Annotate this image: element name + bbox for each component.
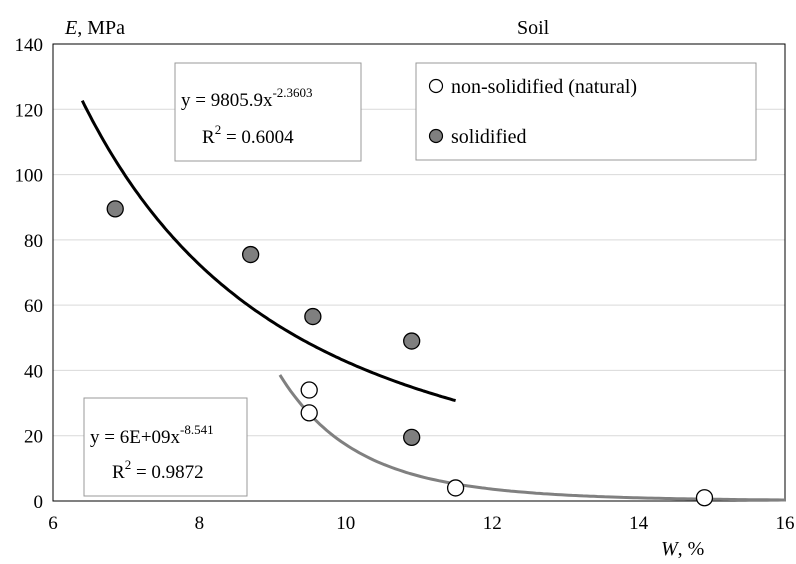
data-point-natural	[448, 480, 464, 496]
legend: non-solidified (natural) solidified	[416, 63, 756, 160]
legend-label-natural: non-solidified (natural)	[451, 76, 637, 98]
x-tick-label: 14	[629, 513, 649, 534]
y-axis-label: E, MPa	[64, 17, 125, 39]
y-tick-label: 80	[24, 231, 43, 252]
x-tick-label: 16	[776, 513, 795, 534]
equation-box-natural: y = 6E+09x-8.541 R2 = 0.9872	[84, 398, 247, 496]
data-point-solidified	[243, 247, 259, 263]
r-squared-value: = 0.9872	[131, 462, 203, 483]
data-point-solidified	[404, 333, 420, 349]
x-tick-label: 12	[483, 513, 502, 534]
x-axis-unit: , %	[678, 538, 705, 560]
y-axis-unit: , MPa	[77, 17, 125, 39]
equation-exponent: -2.3603	[272, 85, 312, 100]
y-tick-label: 0	[34, 492, 44, 513]
data-point-natural	[301, 382, 317, 398]
data-point-solidified	[305, 309, 321, 325]
legend-marker-open-circle	[430, 80, 443, 93]
y-tick-label: 120	[15, 100, 44, 121]
y-tick-label: 40	[24, 361, 43, 382]
data-point-solidified	[404, 429, 420, 445]
legend-label-solidified: solidified	[451, 126, 527, 148]
equation-base: y = 6E+09x	[90, 427, 181, 448]
x-axis-label: W, %	[661, 538, 704, 560]
equation-exponent: -8.541	[180, 422, 214, 437]
r-squared-value: = 0.6004	[221, 127, 294, 148]
y-tick-label: 100	[15, 166, 44, 187]
equation-base: y = 9805.9x	[181, 90, 273, 111]
y-tick-label: 60	[24, 296, 43, 317]
equation-box-solidified: y = 9805.9x-2.3603 R2 = 0.6004	[175, 63, 361, 161]
data-point-solidified	[107, 201, 123, 217]
legend-marker-filled-circle	[430, 130, 443, 143]
data-point-natural	[696, 490, 712, 506]
chart-title: Soil	[517, 17, 550, 39]
x-tick-label: 6	[48, 513, 58, 534]
y-tick-label: 140	[15, 35, 44, 56]
x-tick-label: 8	[195, 513, 205, 534]
y-axis-variable: E	[64, 17, 77, 39]
x-tick-label: 10	[336, 513, 355, 534]
data-point-natural	[301, 405, 317, 421]
y-tick-label: 20	[24, 427, 43, 448]
